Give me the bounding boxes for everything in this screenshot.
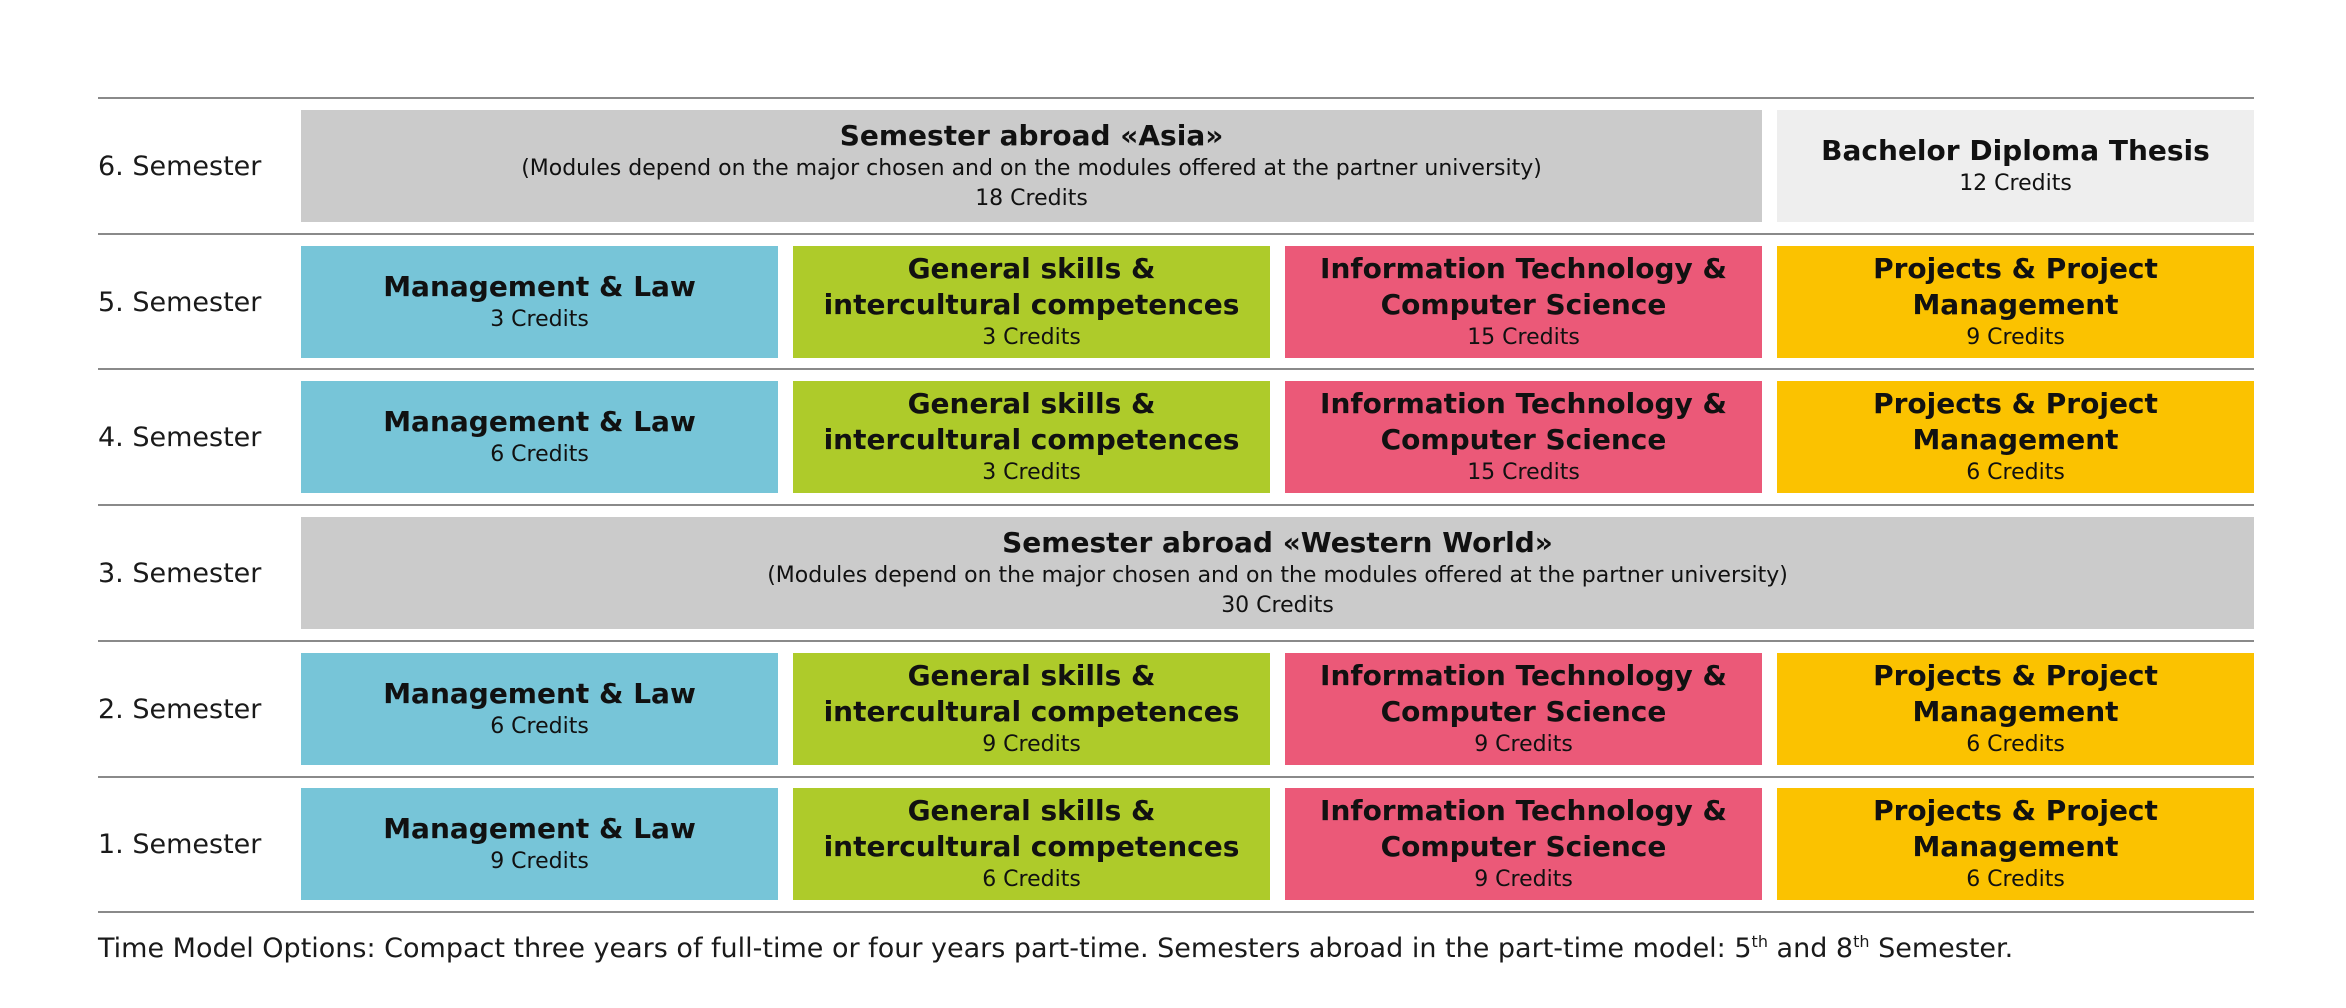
module-title: General skills & intercultural competenc… xyxy=(823,252,1240,321)
module-title: Information Technology & Computer Scienc… xyxy=(1320,387,1727,456)
semester-2-label: 2. Semester xyxy=(98,693,262,725)
module-credits: 15 Credits xyxy=(1467,460,1580,485)
module-credits: 6 Credits xyxy=(1966,732,2065,757)
abroad-credits: 30 Credits xyxy=(1221,593,1334,618)
abroad-note: (Modules depend on the major chosen and … xyxy=(521,156,1542,181)
row-divider xyxy=(98,640,2254,642)
semester-5-label: 5. Semester xyxy=(98,286,262,318)
module-title: Management & Law xyxy=(383,405,696,438)
semester-1-skills-block: General skills & intercultural competenc… xyxy=(793,788,1270,900)
module-credits: 6 Credits xyxy=(490,714,589,739)
row-divider xyxy=(98,97,2254,99)
semester-3-abroad-block: Semester abroad «Western World» (Modules… xyxy=(301,517,2254,629)
semester-2-projects-block: Projects & Project Management 6 Credits xyxy=(1777,653,2254,765)
module-title: Projects & Project Management xyxy=(1873,387,2158,456)
semester-4-label: 4. Semester xyxy=(98,421,262,453)
semester-4-it-block: Information Technology & Computer Scienc… xyxy=(1285,381,1762,493)
thesis-title: Bachelor Diploma Thesis xyxy=(1821,134,2210,167)
semester-1-management-block: Management & Law 9 Credits xyxy=(301,788,778,900)
module-title: Information Technology & Computer Scienc… xyxy=(1320,659,1727,728)
semester-3-label: 3. Semester xyxy=(98,557,262,589)
module-credits: 3 Credits xyxy=(982,460,1081,485)
semester-5-management-block: Management & Law 3 Credits xyxy=(301,246,778,358)
semester-1-label: 1. Semester xyxy=(98,828,262,860)
semester-1-projects-block: Projects & Project Management 6 Credits xyxy=(1777,788,2254,900)
thesis-credits: 12 Credits xyxy=(1959,171,2072,196)
module-credits: 3 Credits xyxy=(982,325,1081,350)
row-divider xyxy=(98,504,2254,506)
semester-6-label: 6. Semester xyxy=(98,150,262,182)
module-credits: 6 Credits xyxy=(1966,460,2065,485)
module-credits: 9 Credits xyxy=(1966,325,2065,350)
footnote-sup-th: th xyxy=(1751,932,1768,951)
abroad-title: Semester abroad «Western World» xyxy=(1002,526,1553,559)
footnote-tail: Semester. xyxy=(1869,933,2014,964)
semester-1-it-block: Information Technology & Computer Scienc… xyxy=(1285,788,1762,900)
abroad-credits: 18 Credits xyxy=(975,186,1088,211)
module-credits: 6 Credits xyxy=(490,442,589,467)
module-credits: 9 Credits xyxy=(982,732,1081,757)
module-title: Management & Law xyxy=(383,677,696,710)
module-credits: 9 Credits xyxy=(1474,732,1573,757)
row-divider xyxy=(98,776,2254,778)
module-title: Information Technology & Computer Scienc… xyxy=(1320,252,1727,321)
module-credits: 9 Credits xyxy=(490,849,589,874)
semester-6-abroad-block: Semester abroad «Asia» (Modules depend o… xyxy=(301,110,1762,222)
semester-4-skills-block: General skills & intercultural competenc… xyxy=(793,381,1270,493)
time-model-footnote: Time Model Options: Compact three years … xyxy=(98,932,2254,964)
module-credits: 6 Credits xyxy=(982,867,1081,892)
semester-5-projects-block: Projects & Project Management 9 Credits xyxy=(1777,246,2254,358)
module-title: General skills & intercultural competenc… xyxy=(823,387,1240,456)
module-title: Projects & Project Management xyxy=(1873,794,2158,863)
module-title: Projects & Project Management xyxy=(1873,659,2158,728)
semester-6-thesis-block: Bachelor Diploma Thesis 12 Credits xyxy=(1777,110,2254,222)
semester-4-management-block: Management & Law 6 Credits xyxy=(301,381,778,493)
footnote-sup-th: th xyxy=(1853,932,1870,951)
semester-2-it-block: Information Technology & Computer Scienc… xyxy=(1285,653,1762,765)
semester-2-skills-block: General skills & intercultural competenc… xyxy=(793,653,1270,765)
module-title: Projects & Project Management xyxy=(1873,252,2158,321)
semester-5-skills-block: General skills & intercultural competenc… xyxy=(793,246,1270,358)
module-credits: 9 Credits xyxy=(1474,867,1573,892)
semester-5-it-block: Information Technology & Computer Scienc… xyxy=(1285,246,1762,358)
module-title: General skills & intercultural competenc… xyxy=(823,794,1240,863)
footnote-mid: and 8 xyxy=(1767,933,1854,964)
footnote-lead: Time Model Options: Compact three years … xyxy=(98,933,1752,964)
semester-4-projects-block: Projects & Project Management 6 Credits xyxy=(1777,381,2254,493)
module-credits: 15 Credits xyxy=(1467,325,1580,350)
row-divider xyxy=(98,233,2254,235)
module-credits: 6 Credits xyxy=(1966,867,2065,892)
abroad-note: (Modules depend on the major chosen and … xyxy=(767,563,1788,588)
semester-2-management-block: Management & Law 6 Credits xyxy=(301,653,778,765)
row-divider xyxy=(98,911,2254,913)
module-credits: 3 Credits xyxy=(490,307,589,332)
module-title: Information Technology & Computer Scienc… xyxy=(1320,794,1727,863)
module-title: Management & Law xyxy=(383,812,696,845)
row-divider xyxy=(98,368,2254,370)
module-title: General skills & intercultural competenc… xyxy=(823,659,1240,728)
module-title: Management & Law xyxy=(383,270,696,303)
abroad-title: Semester abroad «Asia» xyxy=(839,119,1224,152)
